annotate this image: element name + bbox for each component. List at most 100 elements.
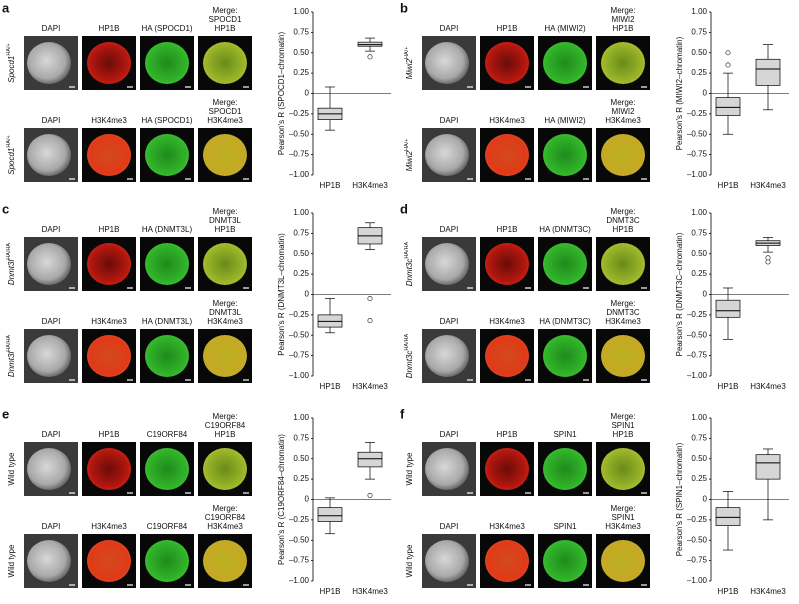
y-tick-label: –1.00 [289,576,310,585]
column-header: DNMT3L [209,216,242,225]
y-axis-label: Pearson's R (C19ORF84–chromatin) [277,434,286,565]
nucleus [87,243,131,285]
column-header: H3K4me3 [207,522,243,531]
column-header: DAPI [42,116,61,125]
y-tick-label: 0.50 [691,249,707,258]
column-header: Merge: [213,6,238,15]
nucleus [543,134,587,176]
nucleus [601,134,645,176]
y-tick-label: –1.00 [289,170,310,179]
nucleus [27,134,71,176]
outlier [367,54,373,60]
x-tick-label: HP1B [718,181,739,190]
y-tick-label: –0.50 [687,535,708,544]
box [715,507,741,526]
nucleus [425,243,469,285]
column-header: H3K4me3 [605,522,641,531]
column-header: HP1B [613,24,634,33]
y-tick-label: 0 [703,290,708,299]
y-tick-label: 0 [305,495,310,504]
column-header: H3K4me3 [489,116,525,125]
y-tick-label: –0.75 [687,556,708,565]
nucleus [27,335,71,377]
allele: HA/HA [6,243,12,260]
y-tick-label: –0.75 [687,150,708,159]
column-header: HP1B [99,225,120,234]
nucleus [543,243,587,285]
x-tick-label: HP1B [718,382,739,391]
nucleus [425,448,469,490]
nucleus [87,448,131,490]
column-header: DAPI [440,116,459,125]
column-header: HP1B [497,430,518,439]
nucleus [145,243,189,285]
y-tick-label: –0.25 [687,310,708,319]
nucleus [27,243,71,285]
nucleus [27,42,71,84]
y-tick-label: 0.75 [691,27,707,36]
x-tick-label: HP1B [320,382,341,391]
column-header: DAPI [42,522,61,531]
y-tick-label: 1.00 [293,7,309,16]
x-tick-label: H3K4me3 [352,587,388,596]
nucleus [203,335,247,377]
column-header: HP1B [613,430,634,439]
y-tick-label: 0.50 [691,454,707,463]
nucleus [425,540,469,582]
column-header: Merge: [611,207,636,216]
y-tick-label: –1.00 [687,576,708,585]
column-header: SPIN1 [553,430,577,439]
x-tick-label: H3K4me3 [750,587,786,596]
nucleus [425,134,469,176]
nucleus [425,42,469,84]
y-tick-label: –0.75 [289,351,310,360]
nucleus [145,134,189,176]
outlier [367,318,373,324]
row-label: Wild type [7,452,16,485]
y-tick-label: –0.50 [687,129,708,138]
column-header: DAPI [42,317,61,326]
x-tick-label: H3K4me3 [750,181,786,190]
box [755,58,781,86]
y-tick-label: 0.50 [293,454,309,463]
column-header: Merge: [213,207,238,216]
outlier [765,255,771,261]
nucleus [203,134,247,176]
y-tick-label: 0.25 [691,474,707,483]
nucleus [485,134,529,176]
row-label: Wild type [405,452,414,485]
column-header: H3K4me3 [489,317,525,326]
y-tick-label: 0.50 [293,249,309,258]
column-header: Merge: [611,504,636,513]
nucleus [543,540,587,582]
y-axis-label: Pearson's R (DNMT3L–chromatin) [277,233,286,356]
x-tick-label: H3K4me3 [352,382,388,391]
panel-letter: f [400,406,405,421]
y-tick-label: –0.50 [687,330,708,339]
column-header: MIWI2 [611,15,635,24]
row-label: Wild type [7,544,16,577]
column-header: H3K4me3 [91,116,127,125]
y-tick-label: 0.50 [293,48,309,57]
nucleus [601,540,645,582]
y-axis-label: Pearson's R (MIWI2–chromatin) [675,36,684,150]
y-tick-label: –0.75 [289,556,310,565]
genotype: Dnmt3l [7,260,16,286]
column-header: HA (SPOCD1) [141,116,192,125]
nucleus [87,335,131,377]
row-label: Miwi2HA/+ [404,139,414,172]
y-tick-label: 0 [305,290,310,299]
y-tick-label: 1.00 [691,208,707,217]
y-tick-label: –0.75 [687,351,708,360]
column-header: SPIN1 [611,421,635,430]
column-header: DAPI [440,522,459,531]
y-tick-label: –0.75 [289,150,310,159]
y-tick-label: 1.00 [293,208,309,217]
y-axis-label: Pearson's R (DNMT3C–chromatin) [675,232,684,356]
column-header: HP1B [497,24,518,33]
y-tick-label: 1.00 [293,413,309,422]
allele: HA/HA [6,335,12,352]
allele: HA/HA [404,333,410,350]
column-header: C19ORF84 [147,522,188,531]
